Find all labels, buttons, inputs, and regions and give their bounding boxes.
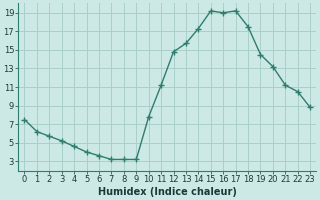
X-axis label: Humidex (Indice chaleur): Humidex (Indice chaleur) [98, 187, 237, 197]
